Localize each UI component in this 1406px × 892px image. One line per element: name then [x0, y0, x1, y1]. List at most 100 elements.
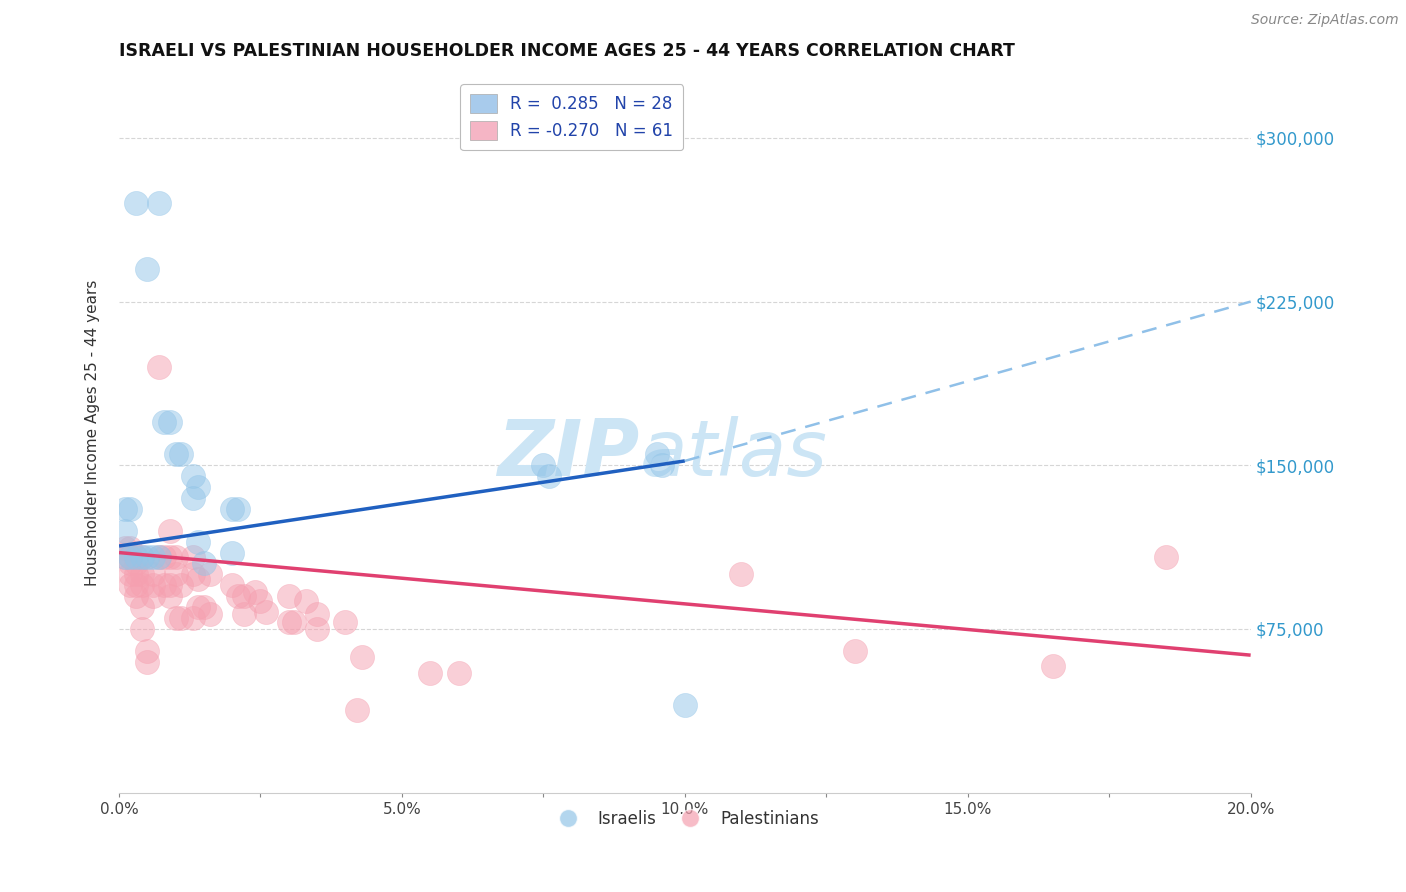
Point — [531, 458, 554, 473]
Point — [221, 545, 243, 559]
Point — [232, 589, 254, 603]
Point — [294, 593, 316, 607]
Point — [307, 622, 329, 636]
Text: atlas: atlas — [640, 417, 828, 492]
Point — [346, 703, 368, 717]
Point — [148, 196, 170, 211]
Point — [198, 607, 221, 621]
Point — [148, 549, 170, 564]
Point — [125, 196, 148, 211]
Point — [844, 644, 866, 658]
Point — [125, 567, 148, 582]
Point — [114, 502, 136, 516]
Point — [277, 615, 299, 630]
Point — [114, 541, 136, 556]
Point — [165, 549, 187, 564]
Point — [181, 611, 204, 625]
Point — [307, 607, 329, 621]
Point — [645, 447, 668, 461]
Point — [120, 567, 142, 582]
Point — [120, 549, 142, 564]
Text: ZIP: ZIP — [498, 417, 640, 492]
Point — [254, 605, 277, 619]
Point — [114, 524, 136, 538]
Point — [120, 549, 142, 564]
Point — [538, 469, 561, 483]
Point — [131, 600, 153, 615]
Point — [114, 549, 136, 564]
Point — [352, 650, 374, 665]
Legend: Israelis, Palestinians: Israelis, Palestinians — [544, 804, 825, 835]
Point — [187, 480, 209, 494]
Point — [131, 567, 153, 582]
Point — [193, 557, 215, 571]
Point — [125, 557, 148, 571]
Text: ISRAELI VS PALESTINIAN HOUSEHOLDER INCOME AGES 25 - 44 YEARS CORRELATION CHART: ISRAELI VS PALESTINIAN HOUSEHOLDER INCOM… — [120, 42, 1015, 60]
Point — [181, 469, 204, 483]
Point — [335, 615, 357, 630]
Point — [165, 567, 187, 582]
Point — [181, 491, 204, 505]
Point — [120, 578, 142, 592]
Point — [131, 549, 153, 564]
Point — [193, 600, 215, 615]
Point — [277, 589, 299, 603]
Point — [120, 557, 142, 571]
Point — [136, 655, 159, 669]
Point — [181, 567, 204, 582]
Point — [226, 502, 249, 516]
Point — [153, 415, 176, 429]
Point — [125, 589, 148, 603]
Point — [232, 607, 254, 621]
Point — [1154, 549, 1177, 564]
Point — [142, 578, 165, 592]
Point — [730, 567, 752, 582]
Point — [243, 585, 266, 599]
Point — [159, 524, 181, 538]
Y-axis label: Householder Income Ages 25 - 44 years: Householder Income Ages 25 - 44 years — [86, 279, 100, 586]
Point — [170, 578, 193, 592]
Point — [170, 611, 193, 625]
Point — [153, 578, 176, 592]
Point — [283, 615, 305, 630]
Point — [136, 549, 159, 564]
Point — [142, 549, 165, 564]
Point — [114, 549, 136, 564]
Point — [673, 698, 696, 713]
Point — [170, 447, 193, 461]
Point — [181, 549, 204, 564]
Point — [187, 600, 209, 615]
Point — [165, 611, 187, 625]
Point — [125, 549, 148, 564]
Point — [187, 534, 209, 549]
Point — [447, 665, 470, 680]
Text: Source: ZipAtlas.com: Source: ZipAtlas.com — [1251, 13, 1399, 28]
Point — [165, 447, 187, 461]
Point — [159, 589, 181, 603]
Point — [125, 578, 148, 592]
Point — [142, 589, 165, 603]
Point — [221, 502, 243, 516]
Point — [226, 589, 249, 603]
Point — [120, 541, 142, 556]
Point — [148, 549, 170, 564]
Point — [148, 360, 170, 375]
Point — [159, 549, 181, 564]
Point — [125, 549, 148, 564]
Point — [249, 593, 271, 607]
Point — [136, 261, 159, 276]
Point — [159, 415, 181, 429]
Point — [120, 502, 142, 516]
Point — [159, 578, 181, 592]
Point — [153, 549, 176, 564]
Point — [419, 665, 441, 680]
Point — [651, 458, 673, 473]
Point — [198, 567, 221, 582]
Point — [136, 644, 159, 658]
Point — [1042, 659, 1064, 673]
Point — [187, 572, 209, 586]
Point — [142, 567, 165, 582]
Point — [131, 578, 153, 592]
Point — [131, 549, 153, 564]
Point — [131, 622, 153, 636]
